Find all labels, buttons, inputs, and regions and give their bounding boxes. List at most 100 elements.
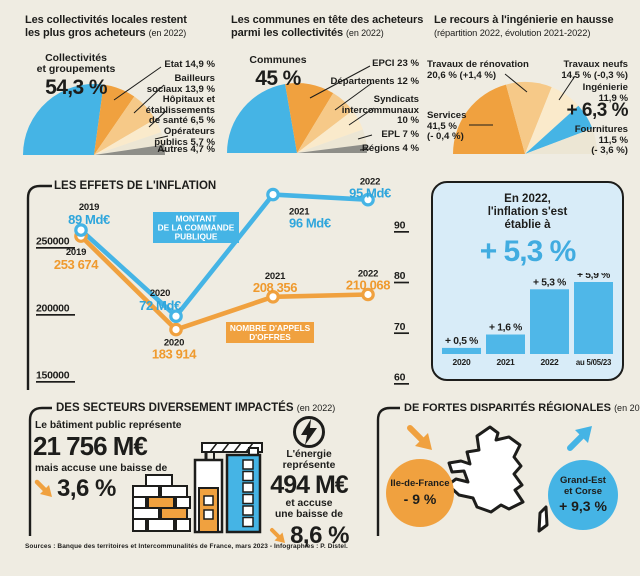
pie-slice-label: Syndicats intercommunaux 10 %	[341, 94, 419, 127]
arrow-down-right-icon	[407, 425, 432, 450]
energy-block: L'énergie représente 494 M€ et accuse un…	[253, 414, 365, 550]
panel-title: Les collectivités locales restent les plu…	[25, 14, 187, 39]
inflation-effects-section: 250000 200000 150000 90 80 70 60 2019 253 674 202…	[16, 178, 436, 394]
pie-slice	[297, 129, 367, 153]
series-label-box	[226, 322, 314, 343]
section-title-suffix: (en 2022)	[614, 403, 640, 413]
leader-line	[309, 65, 371, 99]
panel-title-line1: Le recours à l'ingénierie en hausse	[434, 14, 614, 26]
inflation-bar	[530, 289, 569, 354]
arrow-down-right-icon	[270, 528, 286, 543]
sectors-frame	[28, 406, 52, 536]
pie-slice-label: Fournitures 11,5 % (- 3,6 %)	[574, 124, 628, 157]
energy-note1: et accuse	[285, 498, 333, 509]
data-point	[266, 290, 280, 304]
pie-main-label: Communes 45 %	[249, 54, 307, 91]
pie-slice	[94, 84, 135, 155]
pie-slice	[506, 82, 552, 154]
leader-line	[359, 148, 371, 151]
arrow-down-right-icon	[34, 479, 52, 497]
pie-slice-label: Bailleurs sociaux 13,9 %	[146, 73, 215, 95]
data-point	[361, 287, 375, 302]
section-frame	[26, 184, 52, 390]
engineering-pie-chart	[453, 73, 598, 154]
leader-line	[154, 135, 169, 140]
inflation-text-line2: l'inflation s'est	[487, 206, 568, 218]
panel-title-line1: Les collectivités locales restent	[25, 14, 187, 26]
inflation-bar	[486, 334, 525, 354]
construction-illustration	[132, 442, 263, 534]
pie-slice-label: Opérateurs publics 5,7 %	[154, 126, 215, 148]
leader-line	[113, 66, 162, 101]
pie-slice	[525, 87, 579, 154]
panel-title: Le recours à l'ingénierie en hausse (répa…	[434, 14, 614, 39]
point-year-label: 2021	[289, 207, 310, 218]
bar-value-label: + 0,5 %	[445, 336, 478, 347]
panel-title-line2: (répartition 2022, évolution 2021-2022)	[434, 27, 591, 38]
section-title-sectors: DES SECTEURS DIVERSEMENT IMPACTÉS (en 20…	[56, 402, 335, 414]
leader-line	[334, 82, 373, 111]
grand-est-name1: Grand-Est	[560, 475, 606, 486]
idf-name: Ile-de-France	[390, 478, 450, 490]
idf-badge: Ile-de-France - 9 %	[386, 459, 454, 527]
pie-slice	[297, 144, 368, 153]
section-title-text: DES SECTEURS DIVERSEMENT IMPACTÉS	[56, 402, 294, 414]
leader-line	[157, 149, 167, 152]
grand-est-name2: et Corse	[563, 485, 602, 497]
pie-slice-label: Etat 14,9 %	[164, 59, 215, 70]
panel-title: Les communes en tête des acheteurs parmi …	[231, 14, 423, 39]
point-value-label: 96 Md€	[289, 216, 331, 231]
grand-est-pct: + 9,3 %	[559, 498, 607, 514]
regions-section: DE FORTES DISPARITÉS RÉGIONALES (en 2022…	[370, 400, 640, 542]
series-label-text: MONTANT	[176, 214, 217, 224]
pie-slice	[94, 144, 165, 155]
leader-line	[357, 134, 373, 140]
point-value-label: 89 Md€	[68, 212, 110, 227]
point-value-label: 210 068	[346, 278, 390, 293]
pie-slice-label: Travaux neufs 14,5 % (-0,3 %)	[561, 59, 628, 81]
regions-frame	[376, 406, 400, 536]
pie-slice-label: Régions 4 %	[361, 143, 419, 154]
pie-slice-label: Services 41,5 % (- 0,4 %)	[427, 110, 467, 143]
pie-slice	[94, 132, 165, 155]
bar-category-label: au 5/05/23	[576, 358, 612, 367]
leader-line	[558, 75, 576, 101]
series-label-box	[153, 212, 239, 243]
panel-communes: Les communes en tête des acheteurs parmi …	[222, 8, 423, 176]
right-axis-tick: 70	[394, 321, 406, 333]
leader-line	[504, 73, 528, 93]
arrow-up-right-icon	[567, 426, 592, 451]
panel-title-suffix: (en 2022)	[148, 27, 187, 38]
section-title-suffix: (en 2022)	[296, 403, 336, 413]
collectivites-pie-chart	[227, 65, 375, 153]
inflation-bar	[442, 347, 481, 354]
building-pct: 3,6 %	[57, 475, 116, 502]
panel-top-buyers: Les collectivités locales restent les plu…	[16, 8, 216, 176]
point-value-label: 72 Md€	[139, 298, 181, 313]
point-year-label: 2021	[265, 271, 286, 282]
leader-line	[148, 110, 167, 128]
data-point	[361, 192, 375, 207]
section-title-effects: LES EFFETS DE L'INFLATION	[54, 180, 217, 192]
energy-intro2: représente	[282, 459, 336, 471]
pie-slice	[285, 82, 334, 153]
lightning-icon	[293, 416, 325, 448]
inflation-bar	[574, 282, 613, 354]
point-year-label: 2020	[150, 288, 170, 299]
bar-value-label: + 5,9 %	[577, 273, 610, 281]
bar-value-label: + 1,6 %	[489, 322, 522, 333]
energy-pct: 8,6 %	[290, 522, 349, 549]
source-credit: Sources : Banque des territoires et Inte…	[25, 543, 348, 550]
pie-slice	[94, 96, 156, 155]
right-axis-tick: 60	[394, 372, 406, 384]
pie-slice	[297, 93, 353, 153]
bar-category-label: 2021	[496, 357, 515, 367]
pie-slice-label: EPL 7 %	[381, 129, 419, 140]
data-point	[169, 322, 183, 337]
pie-slice-label: Départements 12 %	[330, 76, 419, 87]
leader-line	[133, 84, 165, 114]
point-year-label: 2022	[358, 269, 378, 280]
inflation-headline: + 5,3 %	[479, 235, 577, 268]
pie-slice	[22, 83, 104, 155]
data-point	[266, 187, 280, 202]
